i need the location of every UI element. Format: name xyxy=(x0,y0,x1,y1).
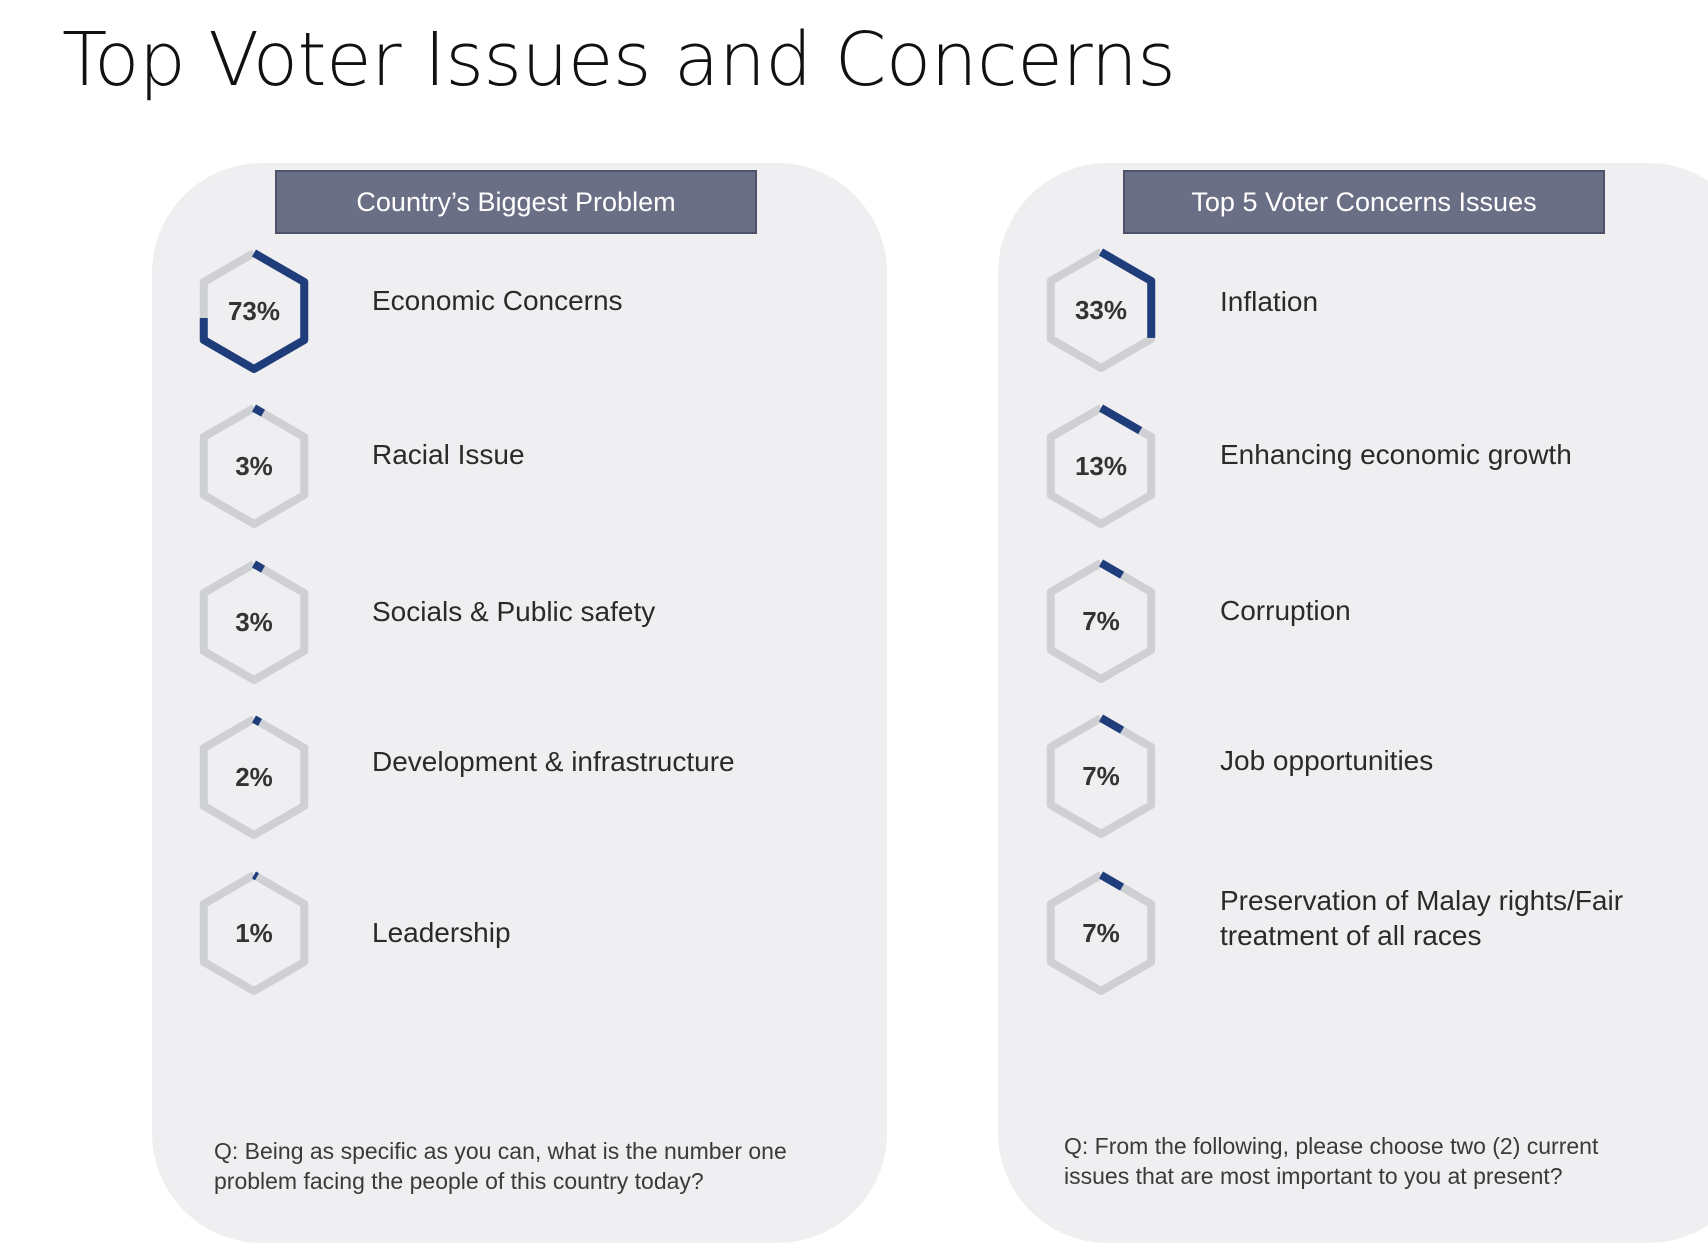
progress-hexagon: 2% xyxy=(188,707,320,847)
hexagon-track xyxy=(199,871,309,995)
hexagon-track xyxy=(199,715,309,839)
category-label: Enhancing economic growth xyxy=(1220,439,1572,470)
category-label: Development & infrastructure xyxy=(372,746,735,777)
progress-hexagon: 7% xyxy=(1035,863,1167,1003)
biggest-problem-panel: Country’s Biggest Problem 73% Economic C… xyxy=(152,163,887,1243)
progress-hexagon: 3% xyxy=(188,396,320,536)
panel-header: Top 5 Voter Concerns Issues xyxy=(1123,170,1605,234)
category-label: Racial Issue xyxy=(372,439,525,470)
hexagon-progress-svg xyxy=(1046,559,1156,683)
hexagon-progress-svg xyxy=(1046,404,1156,528)
hexagon-progress-arc xyxy=(1046,248,1156,372)
list-item: 2% Development & infrastructure xyxy=(152,707,887,847)
list-item: 1% Leadership xyxy=(152,863,887,1003)
hexagon-progress-svg xyxy=(199,560,309,684)
panel-header: Country’s Biggest Problem xyxy=(275,170,757,234)
page-title: Top Voter Issues and Concerns xyxy=(62,17,1176,103)
hexagon-progress-svg xyxy=(1046,248,1156,372)
category-label: Job opportunities xyxy=(1220,745,1434,776)
hexagon-track xyxy=(1046,714,1156,838)
list-item: 73% Economic Concerns xyxy=(152,241,887,381)
category-label: Economic Concerns xyxy=(372,285,623,316)
value-label: 7% xyxy=(1082,760,1120,791)
list-item: 7% Job opportunities xyxy=(998,706,1708,846)
value-label: 2% xyxy=(235,761,273,792)
value-label: 7% xyxy=(1082,917,1120,948)
progress-hexagon: 13% xyxy=(1035,396,1167,536)
hexagon-progress-svg xyxy=(199,404,309,528)
hexagon-track xyxy=(1046,871,1156,995)
list-item: 7% Preservation of Malay rights/Fair tre… xyxy=(998,863,1708,1003)
hexagon-progress-arc xyxy=(199,249,309,373)
progress-hexagon: 3% xyxy=(188,552,320,692)
progress-hexagon: 73% xyxy=(188,241,320,381)
survey-question: Q: From the following, please choose two… xyxy=(1064,1133,1599,1189)
survey-question: Q: Being as specific as you can, what is… xyxy=(214,1138,787,1194)
progress-hexagon: 7% xyxy=(1035,706,1167,846)
progress-hexagon: 1% xyxy=(188,863,320,1003)
top-concerns-panel: Top 5 Voter Concerns Issues 33% Inflatio… xyxy=(998,163,1708,1243)
value-label: 73% xyxy=(227,295,281,326)
category-label: Leadership xyxy=(372,917,511,948)
list-item: 3% Racial Issue xyxy=(152,396,887,536)
progress-hexagon: 33% xyxy=(1035,240,1167,380)
category-label: Socials & Public safety xyxy=(372,596,656,627)
hexagon-progress-svg xyxy=(199,871,309,995)
value-label: 1% xyxy=(235,917,273,948)
hexagon-track xyxy=(1046,559,1156,683)
category-label: Corruption xyxy=(1220,595,1351,626)
hexagon-progress-svg xyxy=(199,249,309,373)
hexagon-progress-svg xyxy=(1046,714,1156,838)
hexagon-progress-svg xyxy=(199,715,309,839)
value-label: 33% xyxy=(1074,294,1128,325)
category-label: Preservation of Malay rights/Fair treatm… xyxy=(1220,885,1624,951)
progress-hexagon: 7% xyxy=(1035,551,1167,691)
value-label: 13% xyxy=(1074,450,1128,481)
list-item: 33% Inflation xyxy=(998,240,1708,380)
hexagon-track xyxy=(199,560,309,684)
category-label: Inflation xyxy=(1220,286,1319,317)
list-item: 7% Corruption xyxy=(998,551,1708,691)
hexagon-track xyxy=(199,404,309,528)
hexagon-track xyxy=(1046,404,1156,528)
value-label: 7% xyxy=(1082,605,1120,636)
hexagon-progress-svg xyxy=(1046,871,1156,995)
value-label: 3% xyxy=(235,606,273,637)
value-label: 3% xyxy=(235,450,273,481)
list-item: 3% Socials & Public safety xyxy=(152,552,887,692)
list-item: 13% Enhancing economic growth xyxy=(998,396,1708,536)
